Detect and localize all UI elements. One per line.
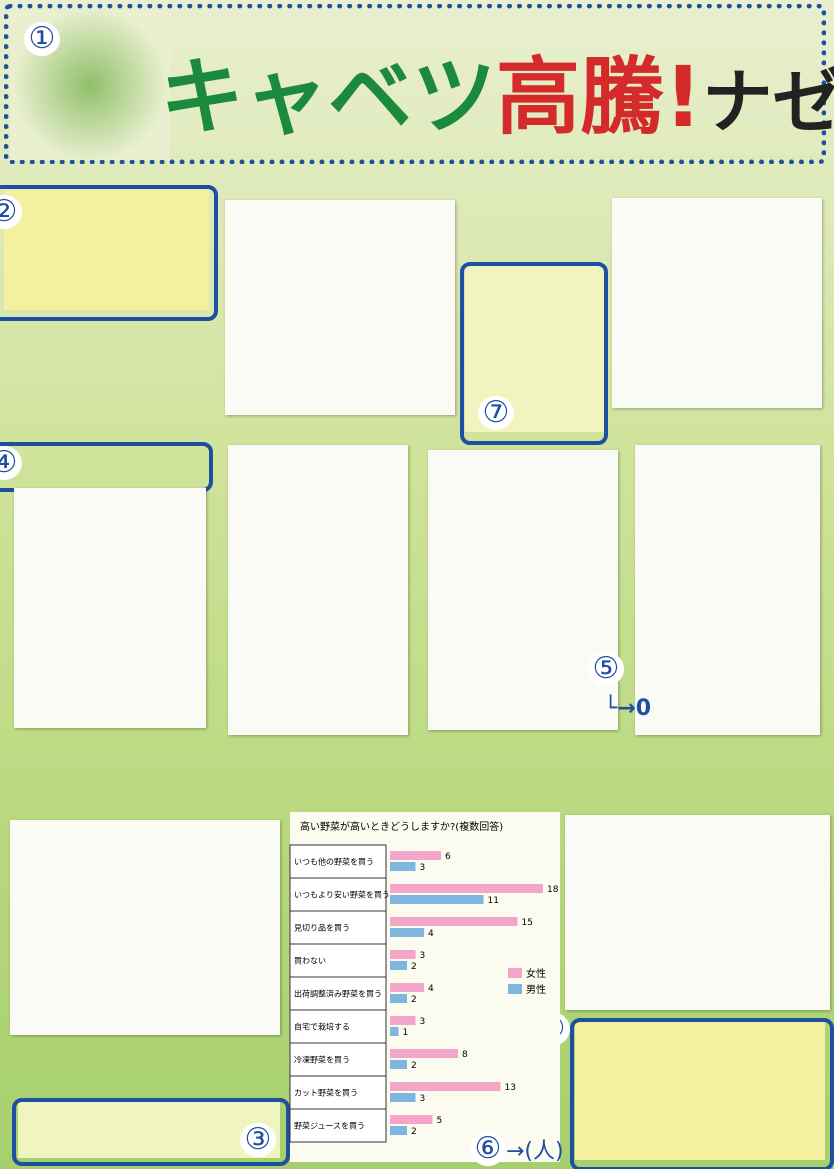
value-label: 5 (437, 1116, 443, 1126)
category-label: 買わない (294, 957, 326, 966)
chart-title: 高い野菜が高いときどうしますか?(複数回答) (300, 820, 503, 833)
poster: ① キャベツ高騰!ナゼ? ② ⑦ ④ ⑤ └→0 ③ ⑧ 高い野菜が高いときどう… (0, 0, 834, 1169)
bar (390, 1082, 501, 1091)
legend-swatch (508, 968, 522, 978)
bar (390, 1126, 407, 1135)
value-label: 13 (505, 1083, 516, 1093)
value-label: 3 (420, 1094, 426, 1104)
value-label: 6 (445, 852, 451, 862)
bar (390, 994, 407, 1003)
legend-label: 女性 (526, 967, 546, 980)
category-label: 出荷調整済み野菜を買う (294, 989, 382, 999)
survey-chart: 高い野菜が高いときどうしますか?(複数回答) いつも他の野菜を買う 6 3 いつもより安… (0, 0, 834, 1169)
bar (390, 917, 518, 926)
value-label: 8 (462, 1050, 468, 1060)
axis-note: ⑥→(人) (470, 1132, 564, 1166)
bar (390, 851, 441, 860)
bar (390, 895, 484, 904)
bar (390, 928, 424, 937)
value-label: 2 (411, 1061, 417, 1071)
category-label: 自宅で栽培する (294, 1022, 350, 1032)
bar (390, 983, 424, 992)
axis-unit: →(人) (506, 1139, 564, 1164)
bar (390, 884, 543, 893)
category-label: 見切り品を買う (294, 924, 350, 933)
legend-label: 男性 (526, 983, 546, 996)
category-label: いつも他の野菜を買う (294, 857, 374, 867)
bar (390, 862, 416, 871)
marker: ⑥ (470, 1132, 506, 1166)
value-label: 3 (420, 863, 426, 873)
value-label: 11 (488, 896, 499, 906)
bar (390, 1093, 416, 1102)
bar (390, 1027, 399, 1036)
bar (390, 1049, 458, 1058)
bar (390, 961, 407, 970)
category-label: 冷凍野菜を買う (294, 1055, 350, 1065)
value-label: 18 (547, 885, 559, 895)
legend-swatch (508, 984, 522, 994)
value-label: 4 (428, 984, 434, 994)
value-label: 3 (420, 951, 426, 961)
value-label: 2 (411, 962, 417, 972)
value-label: 2 (411, 1127, 417, 1137)
value-label: 3 (420, 1017, 426, 1027)
category-label: いつもより安い野菜を買う (294, 890, 390, 900)
category-label: カット野菜を買う (294, 1088, 358, 1098)
bar (390, 1115, 433, 1124)
value-label: 4 (428, 929, 434, 939)
value-label: 2 (411, 995, 417, 1005)
value-label: 1 (403, 1028, 409, 1038)
bar (390, 1060, 407, 1069)
bar (390, 1016, 416, 1025)
value-label: 15 (522, 918, 533, 928)
category-label: 野菜ジュースを買う (294, 1121, 365, 1131)
bar (390, 950, 416, 959)
